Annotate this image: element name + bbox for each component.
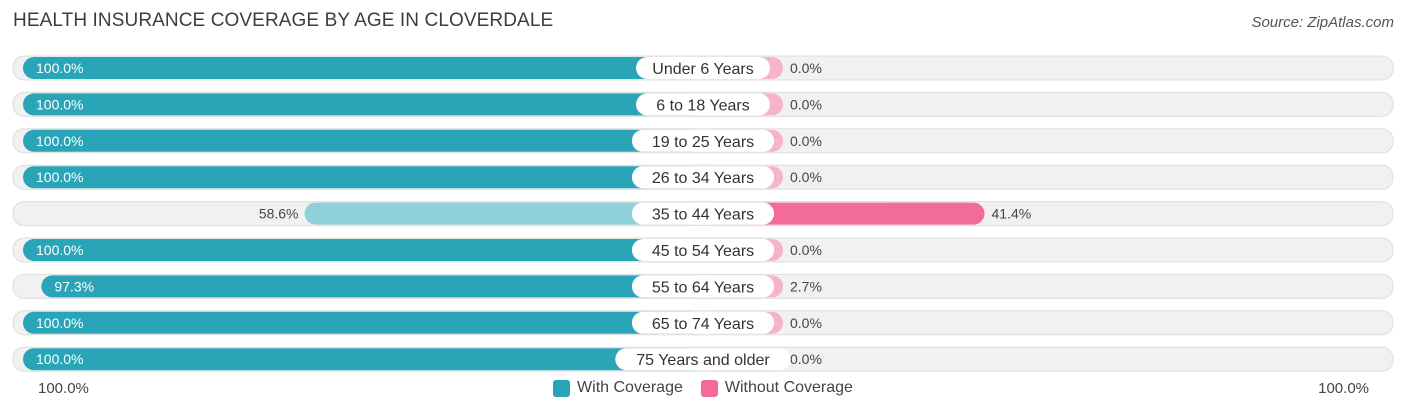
value-label-without: 0.0% [790,96,822,112]
category-pill [636,93,770,116]
category-label: 26 to 34 Years [652,170,754,187]
legend: With Coverage Without Coverage [0,379,1406,397]
category-pill [631,311,775,334]
category-label: 19 to 25 Years [652,134,754,151]
category-label: 65 to 74 Years [652,316,754,333]
bar-without-coverage [703,202,985,225]
value-label-without: 0.0% [790,315,822,331]
category-label: 45 to 54 Years [652,243,754,260]
value-label-without: 0.0% [790,60,822,76]
value-label-with: 100.0% [36,242,83,258]
bar-with-coverage [41,275,704,298]
value-label-with: 100.0% [36,60,83,76]
bar-with-coverage [23,239,703,261]
category-label: Under 6 Years [652,61,753,78]
category-label: 35 to 44 Years [652,207,754,224]
value-label-with: 100.0% [36,133,83,149]
legend-with-swatch [553,379,571,397]
value-label-with: 100.0% [36,351,83,367]
axis-right-label: 100.0% [1318,380,1369,397]
value-label-without: 0.0% [790,242,822,258]
category-label: 75 Years and older [636,352,770,369]
value-label-with: 58.6% [259,206,299,222]
source-note: Source: ZipAtlas.com [1251,14,1394,31]
category-pill [631,275,775,298]
category-pill [615,348,791,371]
category-pill [631,166,775,189]
value-label-with: 100.0% [36,96,83,112]
bar-with-coverage [23,311,703,334]
bar-with-coverage [23,348,703,371]
value-label-without: 0.0% [790,169,822,185]
chart-title: HEALTH INSURANCE COVERAGE BY AGE IN CLOV… [13,10,554,31]
value-label-with: 100.0% [36,315,83,331]
value-label-with: 97.3% [54,278,94,294]
value-label-without: 41.4% [992,206,1032,222]
bar-with-coverage [23,166,703,189]
value-label-with: 100.0% [36,169,83,185]
legend-with-coverage[interactable]: With Coverage [553,379,683,397]
bar-with-coverage [23,93,703,116]
category-pill [631,129,775,152]
category-pill [631,239,775,261]
category-label: 55 to 64 Years [652,279,754,296]
value-label-without: 2.7% [790,278,822,294]
legend-without-swatch [700,379,718,397]
category-pill [631,202,775,225]
legend-with-label: With Coverage [577,379,683,396]
axis-left-label: 100.0% [38,380,89,397]
category-pill [636,57,770,79]
legend-without-label: Without Coverage [724,379,853,396]
legend-without-coverage[interactable]: Without Coverage [700,379,853,397]
bar-with-coverage [304,202,703,225]
category-label: 6 to 18 Years [656,97,749,114]
bar-with-coverage [23,129,703,152]
value-label-without: 0.0% [790,351,822,367]
bar-with-coverage [23,57,703,79]
value-label-without: 0.0% [790,133,822,149]
